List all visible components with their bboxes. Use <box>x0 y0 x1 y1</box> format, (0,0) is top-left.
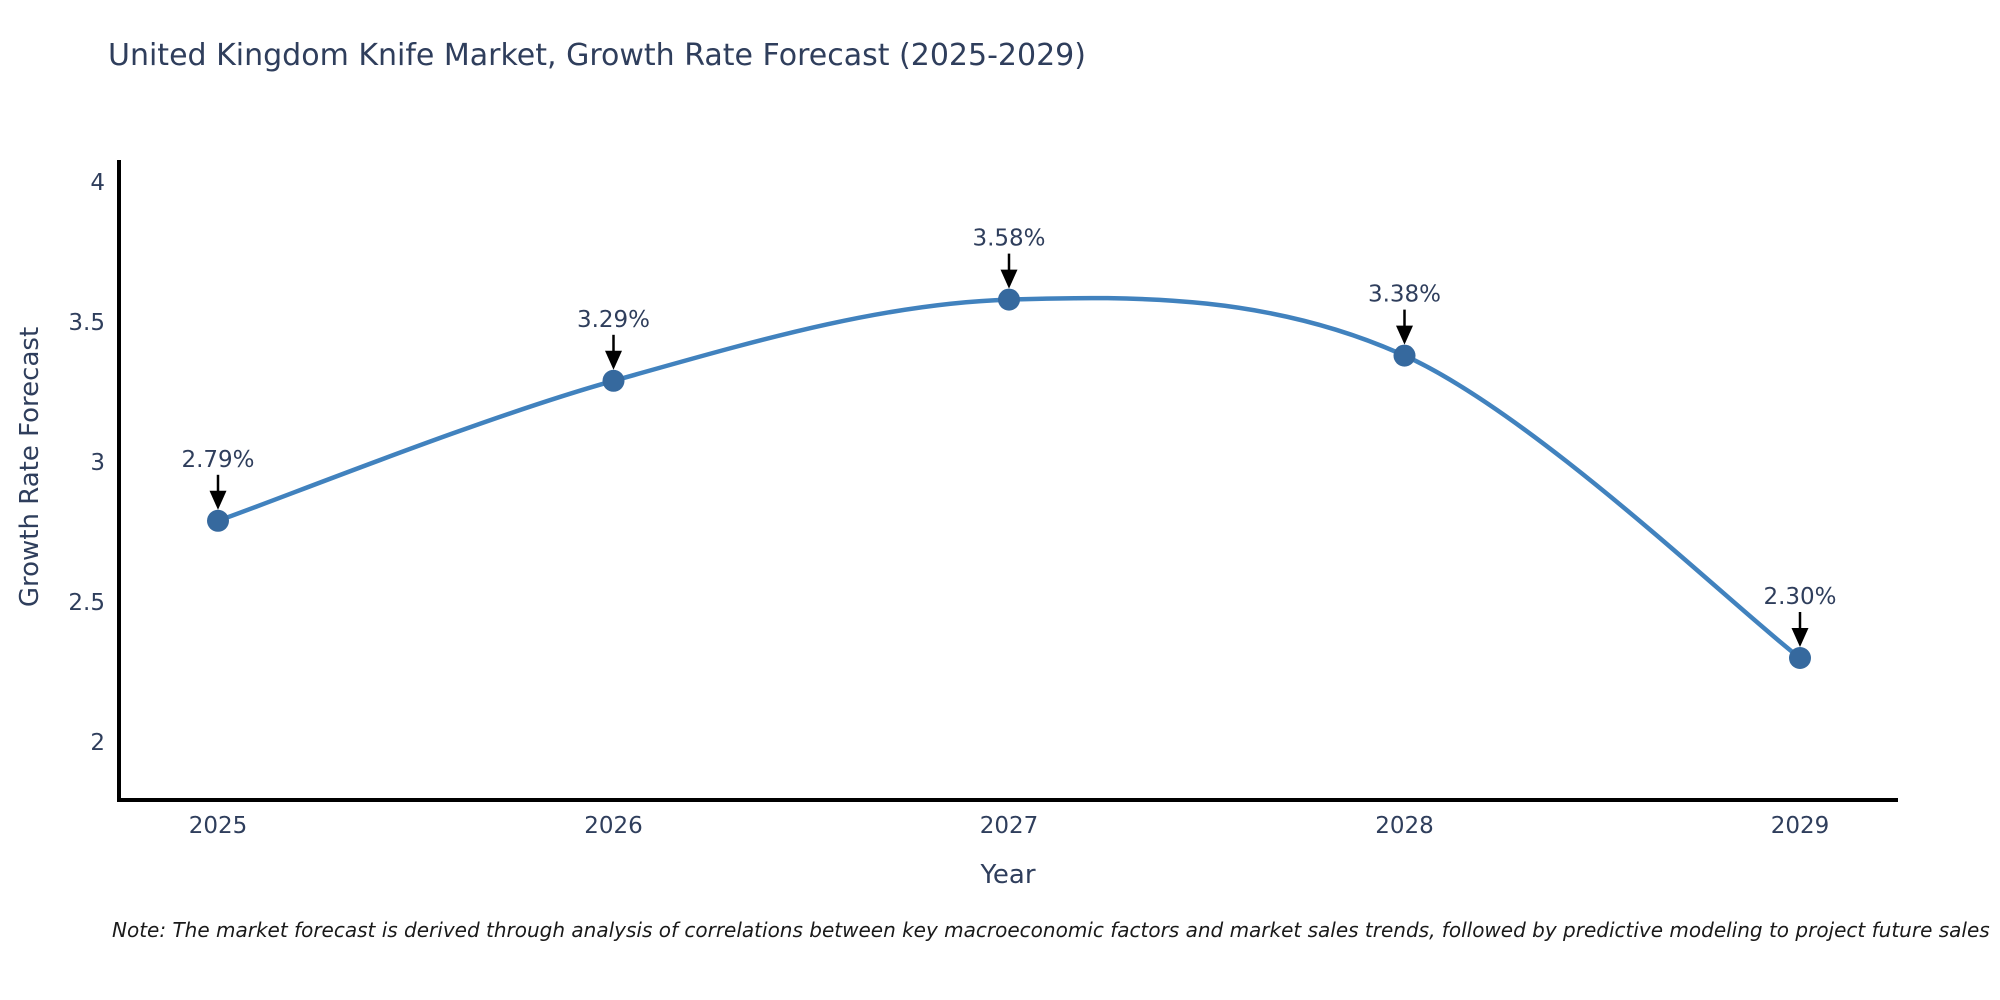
y-tick-label: 3 <box>90 450 105 476</box>
annotation-arrowhead <box>1000 269 1018 289</box>
y-tick-label: 2 <box>90 730 105 756</box>
annotation-arrowhead <box>209 490 227 510</box>
chart-title: United Kingdom Knife Market, Growth Rate… <box>108 38 1086 73</box>
x-tick-label: 2028 <box>1375 813 1434 839</box>
data-point-marker[interactable] <box>207 509 229 532</box>
data-point-marker[interactable] <box>1393 344 1416 367</box>
y-axis-title: Growth Rate Forecast <box>15 326 45 608</box>
x-tick-label: 2029 <box>1771 813 1830 839</box>
annotation-arrowhead <box>1396 325 1413 345</box>
data-point-label: 3.38% <box>1368 282 1441 308</box>
data-point-label: 3.58% <box>972 226 1045 252</box>
data-point-label: 2.79% <box>181 447 254 473</box>
footnote: Note: The market forecast is derived thr… <box>112 918 1990 942</box>
annotation-arrowhead <box>605 350 622 370</box>
y-tick-label: 2.5 <box>68 590 105 616</box>
data-point-marker[interactable] <box>1789 647 1811 669</box>
y-tick-label: 3.5 <box>68 310 105 336</box>
x-tick-label: 2025 <box>189 813 248 839</box>
x-axis-title: Year <box>980 860 1036 890</box>
forecast-line <box>215 295 1803 661</box>
annotation-arrowhead <box>1791 628 1809 647</box>
data-point-marker[interactable] <box>998 288 1020 311</box>
data-point-label: 2.30% <box>1763 584 1836 610</box>
x-tick-label: 2027 <box>980 813 1039 839</box>
x-tick-label: 2026 <box>584 813 643 839</box>
data-point-marker[interactable] <box>602 369 625 392</box>
data-point-label: 3.29% <box>577 307 650 333</box>
y-tick-label: 4 <box>90 170 105 196</box>
